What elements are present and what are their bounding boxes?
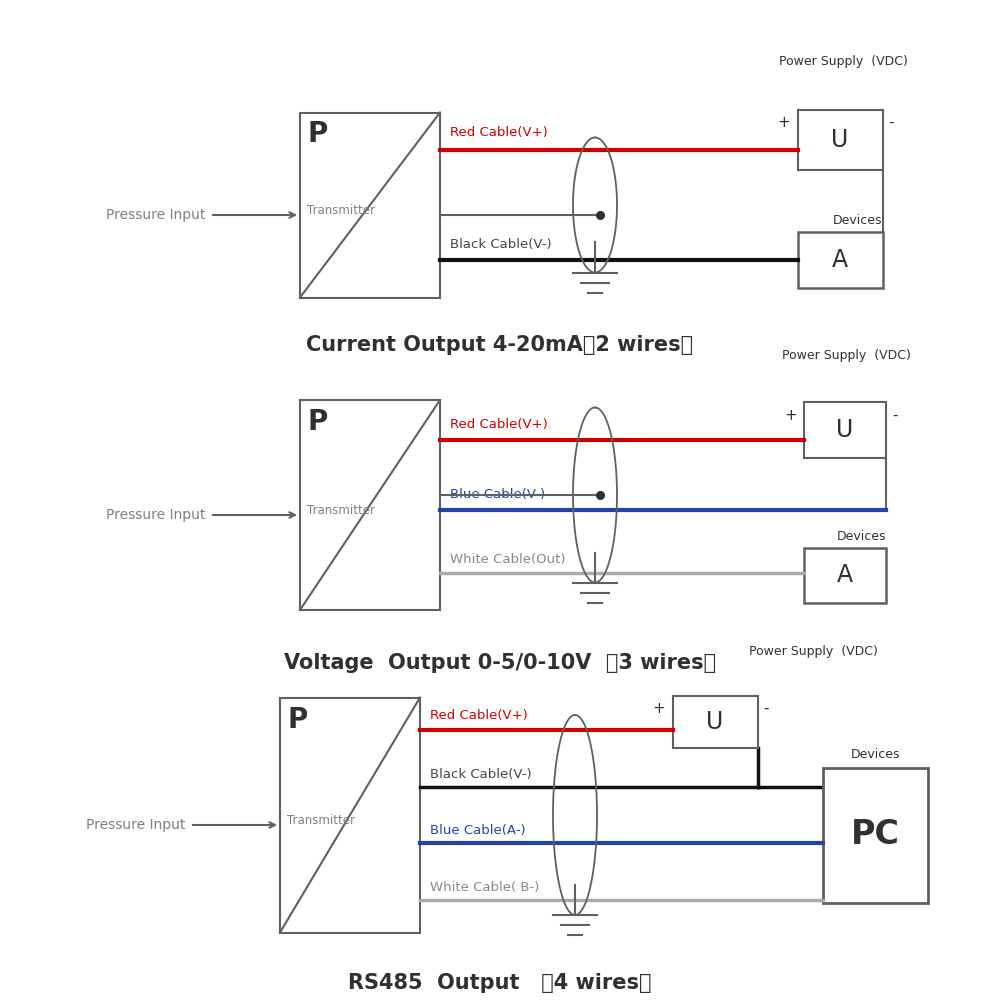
Bar xyxy=(798,232,883,288)
Bar xyxy=(804,548,886,602)
Text: -: - xyxy=(889,115,894,130)
Text: A: A xyxy=(837,563,853,587)
Text: Red Cable(V+): Red Cable(V+) xyxy=(450,126,548,139)
Text: RS485  Output   （4 wires）: RS485 Output （4 wires） xyxy=(348,973,652,993)
Text: Power Supply  (VDC): Power Supply (VDC) xyxy=(782,350,911,362)
Text: P: P xyxy=(307,408,327,436)
Bar xyxy=(798,110,883,170)
Text: White Cable(Out): White Cable(Out) xyxy=(450,553,566,566)
Bar xyxy=(822,768,928,902)
Text: -: - xyxy=(892,408,898,423)
Text: Devices: Devices xyxy=(836,530,886,542)
Text: Devices: Devices xyxy=(850,748,900,762)
Text: Devices: Devices xyxy=(833,215,883,228)
Text: Transmitter: Transmitter xyxy=(287,814,355,826)
Text: +: + xyxy=(784,408,797,423)
Text: PC: PC xyxy=(850,818,900,852)
Text: Blue Cable(V-): Blue Cable(V-) xyxy=(450,488,545,501)
Text: A: A xyxy=(832,248,848,272)
Text: Voltage  Output 0-5/0-10V  （3 wires）: Voltage Output 0-5/0-10V （3 wires） xyxy=(284,653,716,673)
Text: Pressure Input: Pressure Input xyxy=(86,818,185,832)
Text: U: U xyxy=(836,418,854,442)
Text: U: U xyxy=(706,710,724,734)
Text: Transmitter: Transmitter xyxy=(307,204,375,217)
Text: +: + xyxy=(778,115,790,130)
Text: Transmitter: Transmitter xyxy=(307,504,375,516)
Text: P: P xyxy=(307,120,327,148)
Text: Red Cable(V+): Red Cable(V+) xyxy=(450,418,548,431)
Text: Power Supply  (VDC): Power Supply (VDC) xyxy=(779,55,908,68)
Text: U: U xyxy=(831,128,849,152)
Text: +: + xyxy=(653,701,666,716)
Text: White Cable( B-): White Cable( B-) xyxy=(430,881,539,894)
Bar xyxy=(280,698,420,932)
Bar xyxy=(300,112,440,298)
Text: Red Cable(V+): Red Cable(V+) xyxy=(430,709,528,722)
Text: Black Cable(V-): Black Cable(V-) xyxy=(450,238,552,251)
Bar xyxy=(300,400,440,610)
Text: Current Output 4-20mA（2 wires）: Current Output 4-20mA（2 wires） xyxy=(306,335,694,355)
Text: Pressure Input: Pressure Input xyxy=(106,508,205,522)
Text: Power Supply  (VDC): Power Supply (VDC) xyxy=(749,645,878,658)
Text: Blue Cable(A-): Blue Cable(A-) xyxy=(430,824,526,837)
Text: Pressure Input: Pressure Input xyxy=(106,208,205,222)
Bar xyxy=(672,696,758,748)
Bar xyxy=(804,402,886,458)
Text: Black Cable(V-): Black Cable(V-) xyxy=(430,768,532,781)
Text: P: P xyxy=(287,706,307,734)
Text: -: - xyxy=(764,701,769,716)
